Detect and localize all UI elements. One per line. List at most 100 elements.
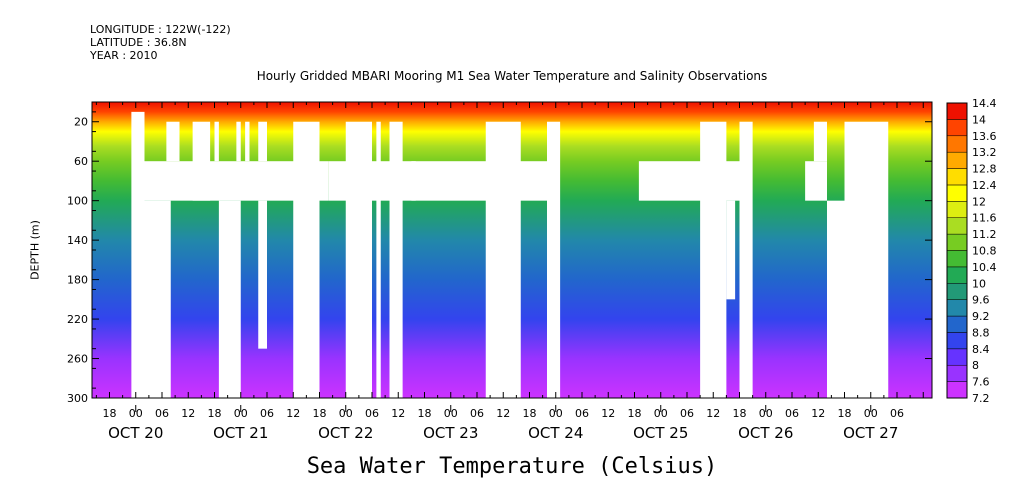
x-tick-label: 12 <box>706 407 720 420</box>
missing-data-region <box>144 200 171 398</box>
colorbar-swatch <box>946 233 968 251</box>
missing-data-region <box>739 121 753 398</box>
missing-data-region <box>805 161 827 201</box>
x-tick-label: 06 <box>260 407 274 420</box>
colorbar-swatch <box>946 119 968 137</box>
missing-data-region <box>485 121 521 398</box>
missing-data-region <box>245 121 250 162</box>
y-tick-label: 100 <box>67 195 88 208</box>
missing-data-region <box>258 200 267 349</box>
x-tick-label: 00 <box>444 407 458 420</box>
missing-data-region <box>844 121 889 398</box>
colorbar-label: 11.6 <box>972 212 997 225</box>
missing-data-region <box>236 121 241 162</box>
colorbar-frame <box>946 102 968 399</box>
x-tick-label: 12 <box>391 407 405 420</box>
missing-data-region <box>638 161 749 201</box>
missing-data-region <box>218 200 241 398</box>
y-tick-label: 60 <box>74 155 88 168</box>
missing-data-region <box>376 121 381 398</box>
date-label: OCT 25 <box>633 424 688 442</box>
x-tick-label: 18 <box>313 407 327 420</box>
colorbar-label: 7.2 <box>972 392 990 405</box>
colorbar-swatch <box>946 184 968 202</box>
colorbar-label: 11.2 <box>972 228 997 241</box>
missing-data-region <box>214 121 219 162</box>
date-label: OCT 21 <box>213 424 268 442</box>
colorbar-label: 12 <box>972 195 986 208</box>
missing-data-region <box>166 121 180 162</box>
x-tick-label: 06 <box>680 407 694 420</box>
x-tick-label: 12 <box>496 407 510 420</box>
missing-data-region <box>192 121 211 201</box>
x-tick-label: 00 <box>759 407 773 420</box>
x-tick-label: 00 <box>864 407 878 420</box>
colorbar-label: 8.8 <box>972 326 990 339</box>
x-tick-label: 18 <box>628 407 642 420</box>
x-tick-label: 18 <box>103 407 117 420</box>
x-tick-label: 12 <box>601 407 615 420</box>
y-tick-label: 220 <box>67 313 88 326</box>
chart-title: Hourly Gridded MBARI Mooring M1 Sea Wate… <box>256 69 768 83</box>
colorbar-swatch <box>946 135 968 153</box>
x-tick-label: 12 <box>181 407 195 420</box>
missing-data-region <box>328 161 556 201</box>
missing-data-region <box>813 121 827 162</box>
missing-data-region <box>131 111 145 398</box>
y-tick-label: 260 <box>67 353 88 366</box>
colorbar-swatch <box>946 299 968 317</box>
x-tick-label: 06 <box>785 407 799 420</box>
colorbar-swatch <box>946 348 968 366</box>
date-label: OCT 24 <box>528 424 583 442</box>
x-tick-label: 00 <box>654 407 668 420</box>
x-tick-label: 00 <box>339 407 353 420</box>
colorbar-label: 12.4 <box>972 179 997 192</box>
date-label: OCT 20 <box>108 424 163 442</box>
colorbar-swatch <box>946 151 968 169</box>
x-tick-label: 06 <box>365 407 379 420</box>
colorbar-label: 13.2 <box>972 146 997 159</box>
colorbar-label: 7.6 <box>972 376 990 389</box>
colorbar-swatch <box>946 201 968 218</box>
y-tick-label: 20 <box>74 116 88 129</box>
date-label: OCT 23 <box>423 424 478 442</box>
missing-data-region <box>411 161 416 201</box>
y-tick-label: 180 <box>67 274 88 287</box>
colorbar-swatch <box>946 283 968 300</box>
missing-data-region <box>293 121 320 398</box>
date-label: OCT 22 <box>318 424 373 442</box>
x-tick-label: 00 <box>129 407 143 420</box>
missing-data-region <box>398 161 403 201</box>
colorbar-swatch <box>946 332 968 350</box>
x-tick-label: 18 <box>733 407 747 420</box>
colorbar-label: 14 <box>972 113 986 126</box>
y-tick-label: 300 <box>67 392 88 405</box>
year-label: YEAR : 2010 <box>90 49 158 62</box>
x-tick-label: 12 <box>286 407 300 420</box>
missing-data-region <box>547 121 561 398</box>
colorbar-label: 12.8 <box>972 163 997 176</box>
colorbar-label: 9.2 <box>972 310 990 323</box>
x-tick-label: 06 <box>155 407 169 420</box>
x-tick-label: 18 <box>208 407 222 420</box>
colorbar-swatch <box>946 266 968 284</box>
missing-data-region <box>258 121 267 162</box>
x-tick-label: 06 <box>890 407 904 420</box>
colorbar-label: 9.6 <box>972 294 990 307</box>
missing-data-region <box>726 200 736 300</box>
longitude-label: LONGITUDE : 122W(-122) <box>90 23 231 36</box>
colorbar-swatch <box>946 168 968 186</box>
date-label: OCT 26 <box>738 424 793 442</box>
missing-data-region <box>827 200 845 398</box>
x-tick-label: 18 <box>838 407 852 420</box>
colorbar-swatch <box>946 381 968 399</box>
colorbar-label: 10.8 <box>972 245 997 258</box>
latitude-label: LATITUDE : 36.8N <box>90 36 187 49</box>
date-label: OCT 27 <box>843 424 898 442</box>
colorbar-label: 10 <box>972 277 986 290</box>
colorbar-label: 14.4 <box>972 97 997 110</box>
colorbar-swatch <box>946 364 968 382</box>
colorbar-label: 8.4 <box>972 343 990 356</box>
x-tick-label: 00 <box>549 407 563 420</box>
